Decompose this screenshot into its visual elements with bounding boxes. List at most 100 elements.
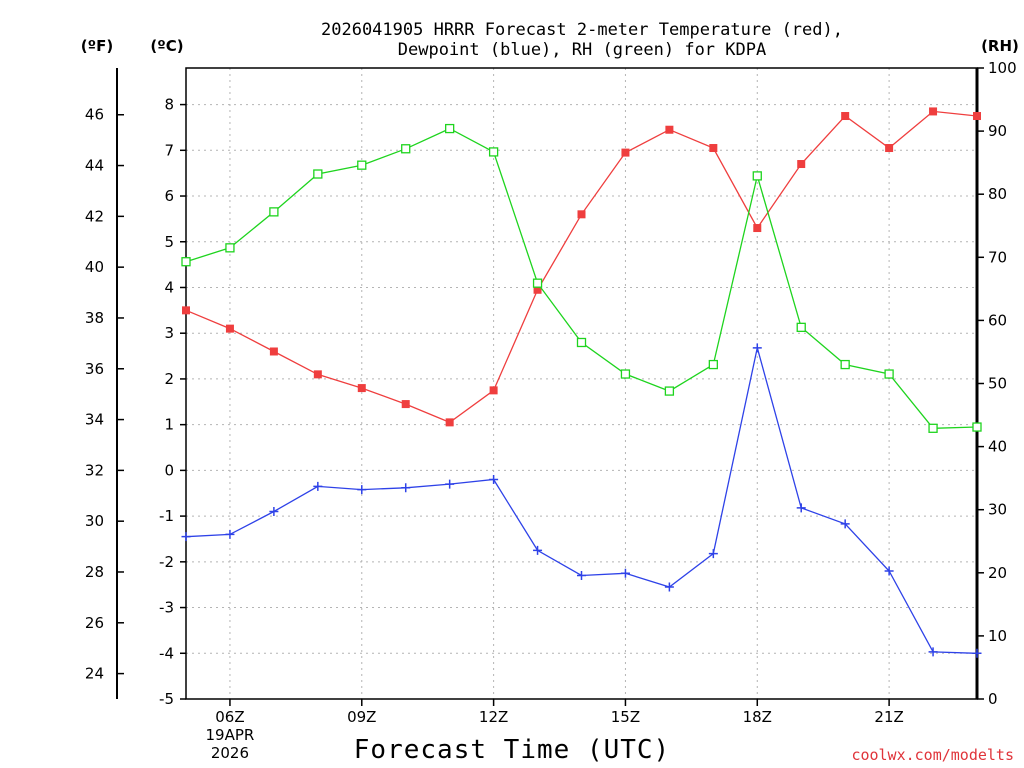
celsius-tick-label: -5 [159, 690, 174, 708]
dewpoint-point [269, 507, 279, 517]
celsius-tick-label: -4 [159, 644, 174, 662]
x-axis-label: Forecast Time (UTC) [354, 735, 670, 765]
celsius-tick-label: 5 [164, 233, 174, 251]
fahrenheit-tick-label: 26 [85, 614, 104, 632]
fahrenheit-tick-label: 40 [85, 258, 104, 276]
credit-text: coolwx.com/modelts [851, 746, 1014, 764]
temperature-point [753, 224, 762, 233]
rh-point [884, 369, 894, 379]
dewpoint-point [357, 485, 367, 495]
rh-point [445, 123, 455, 134]
x-tick-label: 09Z [347, 708, 376, 726]
rh-point [708, 359, 718, 370]
dewpoint-point [884, 566, 894, 576]
rh-point [269, 207, 279, 217]
temperature-point [577, 210, 586, 219]
rh-tick-label: 70 [988, 248, 1007, 266]
temperature-point [401, 400, 410, 409]
chart-title-line-1: 2026041905 HRRR Forecast 2-meter Tempera… [321, 20, 843, 40]
fahrenheit-tick-label: 30 [85, 512, 104, 530]
chart-title-line-2: Dewpoint (blue), RH (green) for KDPA [398, 40, 766, 60]
plot-frame [185, 67, 978, 700]
x-tick-year-label: 2026 [211, 744, 249, 762]
x-tick-label: 21Z [874, 708, 903, 726]
temperature-point [269, 347, 278, 356]
rh-line [185, 127, 978, 429]
dewpoint-point [533, 545, 543, 555]
celsius-tick-label: 2 [164, 370, 174, 388]
rh-tick-label: 20 [988, 564, 1007, 582]
dewpoint-point [181, 532, 191, 542]
dewpoint-point [401, 483, 411, 493]
celsius-tick-label: -2 [159, 553, 174, 571]
temperature-point [313, 370, 322, 379]
celsius-tick-label: -3 [159, 599, 174, 617]
temperature-point [445, 418, 454, 427]
celsius-tick-label: 4 [164, 278, 174, 296]
x-tick-label: 15Z [611, 708, 640, 726]
rh-point [972, 422, 982, 432]
dewpoint-point [577, 571, 586, 581]
rh-point [488, 147, 499, 157]
x-tick-label: 06Z [215, 708, 244, 726]
dewpoint-point [840, 519, 850, 529]
fahrenheit-units-label: (ºF) [81, 37, 113, 55]
rh-point [401, 144, 411, 154]
dewpoint-point [313, 481, 323, 491]
rh-point [796, 322, 806, 332]
rh-point [664, 386, 675, 396]
celsius-tick-label: 3 [164, 324, 174, 342]
rh-point [928, 423, 938, 433]
fahrenheit-tick-label: 24 [85, 665, 104, 683]
celsius-tick-label: 8 [164, 96, 174, 114]
temperature-point [533, 285, 542, 294]
dewpoint-point [620, 568, 630, 578]
dewpoint-point [928, 647, 938, 657]
celsius-units-label: (ºC) [150, 37, 183, 55]
dewpoint-point [445, 479, 455, 489]
fahrenheit-tick-label: 42 [85, 207, 104, 225]
fahrenheit-tick-label: 28 [85, 563, 104, 581]
fahrenheit-tick-label: 36 [85, 360, 104, 378]
celsius-tick-label: 6 [164, 187, 174, 205]
rh-point [576, 337, 587, 348]
temperature-point [621, 148, 630, 157]
celsius-tick-label: -1 [159, 507, 174, 525]
temperature-point [973, 112, 981, 121]
temperature-point [489, 386, 498, 395]
rh-tick-label: 40 [988, 438, 1007, 456]
rh-tick-label: 90 [988, 122, 1007, 140]
rh-point [532, 278, 543, 288]
temperature-point [665, 125, 674, 134]
rh-tick-label: 0 [988, 690, 998, 708]
axes: 242628303234363840424446-5-4-3-2-1012345… [85, 59, 1017, 762]
temperature-point [225, 324, 234, 333]
temperature-point [182, 306, 190, 315]
rh-tick-label: 100 [988, 59, 1017, 77]
temperature-point [885, 144, 894, 153]
gridlines [186, 68, 977, 700]
rh-point [620, 369, 631, 379]
rh-tick-label: 80 [988, 185, 1007, 203]
temperature-line [185, 110, 978, 424]
rh-point [357, 160, 367, 170]
rh-point [752, 171, 762, 181]
series-layer [181, 107, 982, 658]
dewpoint-point [796, 503, 806, 513]
rh-point [840, 359, 850, 370]
dewpoint-point [489, 475, 499, 485]
rh-point [225, 243, 235, 253]
rh-point [313, 169, 323, 179]
rh-point [181, 257, 191, 267]
temperature-point [709, 144, 718, 153]
rh-tick-label: 60 [988, 311, 1007, 329]
fahrenheit-tick-label: 46 [85, 106, 104, 124]
temperature-point [357, 384, 366, 393]
temperature-series [182, 107, 981, 427]
dewpoint-point [664, 582, 674, 592]
fahrenheit-tick-label: 38 [85, 309, 104, 327]
dewpoint-point [225, 529, 235, 539]
rh-units-label: (RH) [981, 37, 1019, 55]
fahrenheit-tick-label: 32 [85, 461, 104, 479]
